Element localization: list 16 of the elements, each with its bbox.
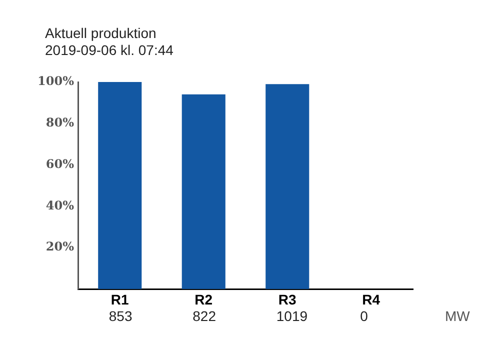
text: 0 [360,308,368,324]
text: 1019 [276,308,308,324]
y-tick-label: 20% [46,240,75,254]
x-tick-label: R3 [278,291,297,308]
x-tick-label: R4 [362,291,380,308]
text: MW [445,308,471,324]
y-tick-label: 80% [46,116,75,130]
chart-subtitle: 2019-09-06 kl. 07:44 [45,42,174,58]
y-tick-label: 40% [46,198,75,212]
text: 822 [192,308,216,324]
text: 853 [108,308,132,324]
chart-title: Aktuell produktion [45,25,156,41]
x-tick-label: R2 [194,291,213,308]
y-tick-label: 60% [46,156,75,171]
x-tick-label: R1 [110,291,130,308]
y-tick-label: 100% [38,74,75,88]
